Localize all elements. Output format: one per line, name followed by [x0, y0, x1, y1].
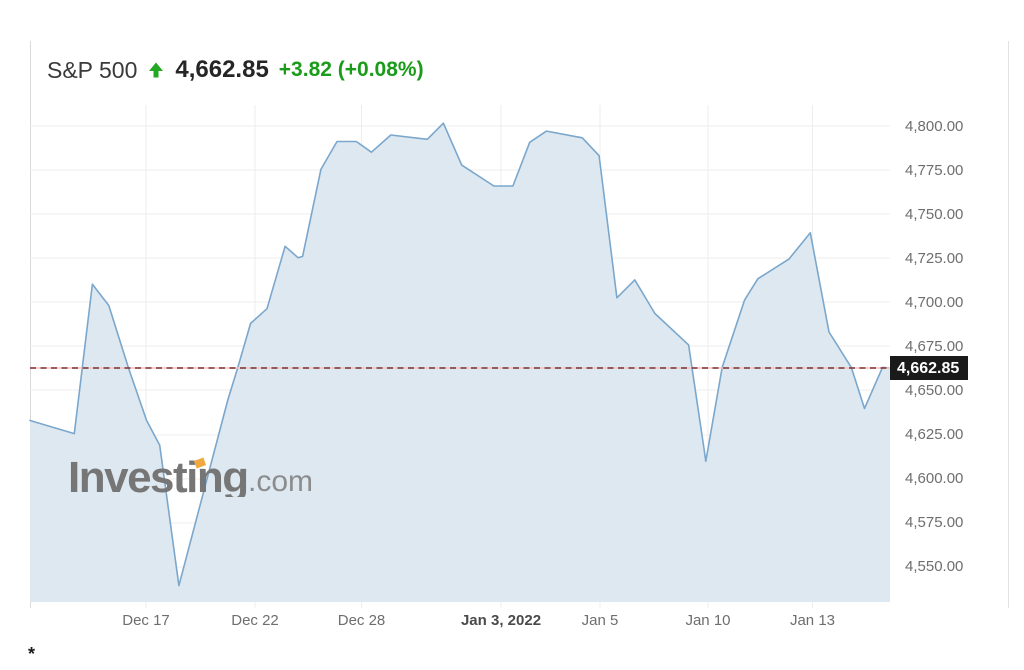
svg-text:4,650.00: 4,650.00 [905, 382, 963, 399]
svg-text:4,800.00: 4,800.00 [905, 118, 963, 135]
svg-text:4,550.00: 4,550.00 [905, 558, 963, 575]
svg-text:.com: .com [248, 465, 313, 497]
svg-text:Dec 17: Dec 17 [122, 612, 170, 629]
svg-text:4,662.85: 4,662.85 [897, 360, 959, 377]
svg-text:4,775.00: 4,775.00 [905, 162, 963, 179]
svg-text:Investing: Investing [68, 453, 248, 497]
svg-text:4,600.00: 4,600.00 [905, 470, 963, 487]
svg-text:4,750.00: 4,750.00 [905, 206, 963, 223]
svg-text:4,725.00: 4,725.00 [905, 250, 963, 267]
svg-text:Jan 13: Jan 13 [790, 612, 835, 629]
svg-text:Dec 22: Dec 22 [231, 612, 279, 629]
svg-text:4,625.00: 4,625.00 [905, 426, 963, 443]
svg-text:Jan 3, 2022: Jan 3, 2022 [461, 612, 541, 629]
svg-text:4,675.00: 4,675.00 [905, 338, 963, 355]
svg-text:Jan 10: Jan 10 [685, 612, 730, 629]
svg-text:4,575.00: 4,575.00 [905, 514, 963, 531]
svg-text:4,700.00: 4,700.00 [905, 294, 963, 311]
svg-text:Jan 5: Jan 5 [582, 612, 619, 629]
svg-text:Dec 28: Dec 28 [338, 612, 386, 629]
